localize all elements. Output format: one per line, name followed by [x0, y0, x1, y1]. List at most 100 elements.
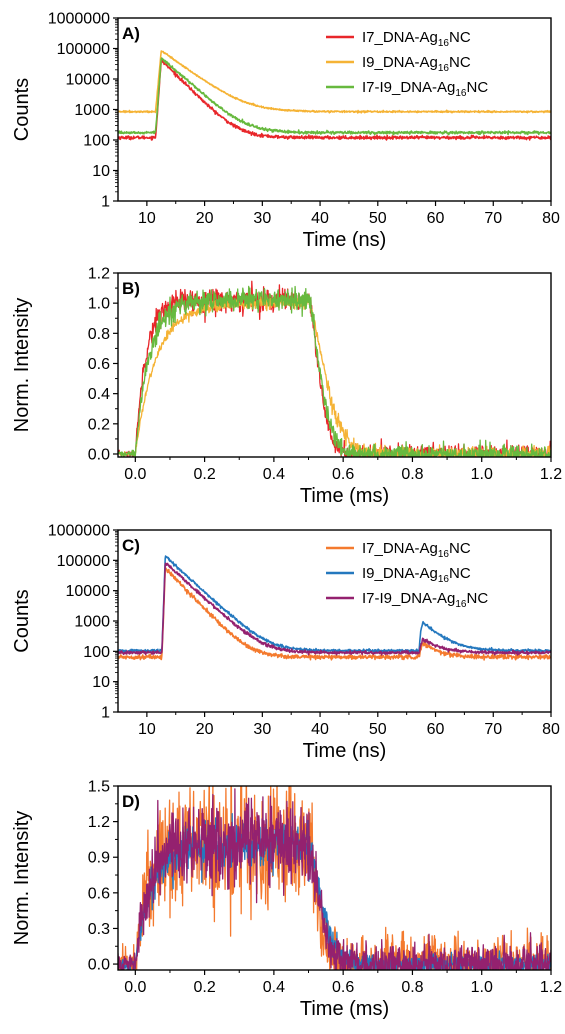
y-tick-label: 0.6 [88, 885, 110, 902]
y-tick-label: 10000 [66, 583, 111, 600]
chart-panel-1: 10 20 30 40 50 60 70 80 1 10 100 1000 10000 100000 100… [11, 11, 560, 252]
y-tick-label: 0.6 [88, 356, 110, 373]
series-line-2 [118, 50, 551, 114]
y-tick-label: 1 [101, 705, 110, 722]
x-tick-label: 0.6 [332, 979, 354, 996]
legend-label-main: I7_DNA-Ag [362, 29, 438, 46]
legend-label: I7-I9_DNA-Ag16NC [362, 590, 488, 610]
y-tick-label: 10000 [66, 72, 111, 89]
x-axis-title: Time (ms) [300, 998, 389, 1020]
chart-panel-2: 0.0 0.2 0.4 0.6 0.8 1.0 1.2 0.0 0.2 0.4 0.6 0.8 1.0 1… [11, 266, 562, 508]
y-axis-title: Norm. Intensity [11, 811, 33, 945]
x-tick-label: 0.8 [401, 979, 423, 996]
y-tick-label: 100000 [57, 553, 110, 570]
y-tick-label: 1 [101, 194, 110, 211]
y-tick-label: 0.8 [88, 326, 110, 343]
x-tick-label: 80 [542, 210, 560, 227]
x-axis-title: Time (ns) [303, 740, 387, 762]
y-tick-label: 1.0 [88, 296, 110, 313]
y-axis-title: Norm. Intensity [11, 298, 33, 432]
legend-label-main: I7_DNA-Ag [362, 540, 438, 557]
series-line-3 [118, 788, 551, 970]
legend-label-main: I9_DNA-Ag [362, 565, 438, 582]
legend-label: I7_DNA-Ag16NC [362, 29, 471, 49]
plot-frame [117, 785, 552, 971]
y-tick-label: 10 [92, 163, 110, 180]
y-tick-label: 0.3 [88, 921, 110, 938]
x-tick-label: 50 [369, 210, 387, 227]
y-tick-label: 100000 [57, 41, 110, 58]
y-tick-label: 1000 [74, 614, 110, 631]
y-tick-label: 100 [83, 133, 110, 150]
x-tick-label: 1.0 [471, 466, 493, 483]
series-group [118, 280, 551, 457]
legend-label-end: NC [449, 54, 471, 71]
x-axis-title: Time (ms) [300, 485, 389, 507]
x-tick-label: 70 [484, 721, 502, 738]
legend-label-subscript: 16 [455, 88, 467, 99]
x-tick-label: 0.6 [332, 466, 354, 483]
legend-label-subscript: 16 [438, 549, 450, 560]
legend-label-main: I7-I9_DNA-Ag [362, 79, 455, 96]
x-tick-label: 10 [138, 210, 156, 227]
plot-frame [117, 529, 552, 713]
legend: I7_DNA-Ag16NCI9_DNA-Ag16NCI7-I9_DNA-Ag16… [326, 29, 488, 99]
legend-label-main: I9_DNA-Ag [362, 54, 438, 71]
y-tick-label: 100 [83, 644, 110, 661]
legend-label-end: NC [467, 79, 489, 96]
x-tick-label: 0.2 [193, 979, 215, 996]
y-tick-label: 1.2 [88, 814, 110, 831]
x-tick-label: 1.2 [540, 466, 562, 483]
x-tick-label: 1.0 [471, 979, 493, 996]
x-axis-title: Time (ns) [303, 229, 387, 251]
y-tick-label: 10 [92, 674, 110, 691]
panel-label: B) [122, 279, 140, 298]
legend-label-main: I7-I9_DNA-Ag [362, 590, 455, 607]
x-tick-label: 70 [484, 210, 502, 227]
y-tick-label: 1.2 [88, 266, 110, 283]
y-tick-label: 1000000 [48, 11, 110, 28]
legend-label-end: NC [449, 565, 471, 582]
legend-label: I9_DNA-Ag16NC [362, 565, 471, 585]
chart-panel-4: 0.0 0.2 0.4 0.6 0.8 1.0 1.2 0.0 0.3 0.6 0.9 1.2 1.5 T… [11, 779, 562, 1021]
series-line-3 [118, 562, 551, 656]
y-tick-label: 1000000 [48, 523, 110, 540]
x-tick-label: 60 [427, 721, 445, 738]
y-tick-label: 0.0 [88, 446, 110, 463]
y-axis-title: Counts [11, 78, 33, 141]
series-group [118, 50, 551, 141]
panel-label: D) [122, 792, 140, 811]
series-line-2 [118, 555, 551, 654]
x-tick-label: 20 [196, 210, 214, 227]
x-tick-label: 0.4 [263, 466, 285, 483]
series-line-3 [118, 57, 551, 136]
chart-panel-3: 10 20 30 40 50 60 70 80 1 10 100 1000 10000 100000 100… [11, 523, 560, 763]
y-tick-label: 0.0 [88, 957, 110, 974]
x-tick-label: 10 [138, 721, 156, 738]
panel-label: C) [122, 536, 140, 555]
series-group [118, 786, 551, 970]
y-tick-label: 1000 [74, 102, 110, 119]
x-tick-label: 0.2 [193, 466, 215, 483]
x-tick-label: 40 [311, 210, 329, 227]
legend-label-end: NC [449, 29, 471, 46]
x-tick-label: 80 [542, 721, 560, 738]
y-tick-label: 1.5 [88, 779, 110, 796]
legend-label-end: NC [449, 540, 471, 557]
x-tick-label: 30 [253, 210, 271, 227]
series-line-1 [118, 786, 551, 970]
y-tick-label: 0.4 [88, 386, 110, 403]
x-tick-label: 50 [369, 721, 387, 738]
x-tick-label: 0.0 [124, 979, 146, 996]
series-line-3 [118, 285, 551, 457]
x-tick-label: 40 [311, 721, 329, 738]
legend-label: I7_DNA-Ag16NC [362, 540, 471, 560]
plot-frame [117, 272, 552, 458]
series-line-1 [118, 58, 551, 141]
legend-label-end: NC [467, 590, 489, 607]
legend-label-subscript: 16 [438, 63, 450, 74]
legend-label-subscript: 16 [438, 38, 450, 49]
series-group [118, 555, 551, 661]
x-tick-label: 0.4 [263, 979, 285, 996]
